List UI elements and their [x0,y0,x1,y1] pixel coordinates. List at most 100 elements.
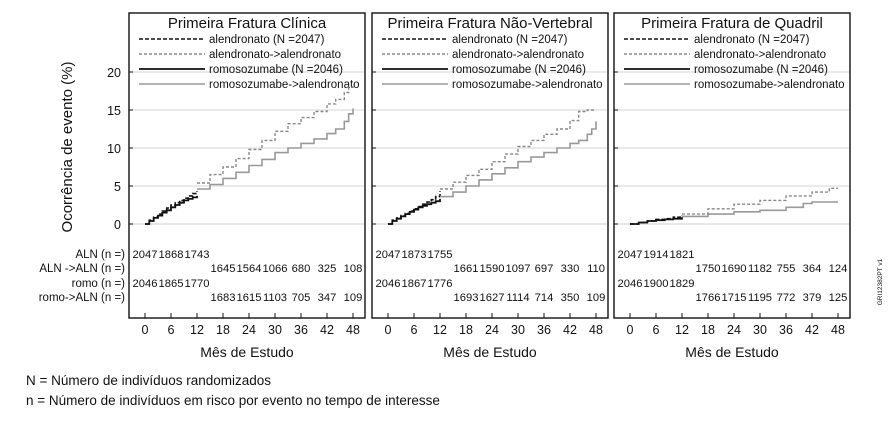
legend-label: romosozumabe (N =2046) [452,64,586,76]
risk-count: 1755 [428,249,453,261]
legend-label: alendronato->alendronato [452,49,584,61]
x-tick-label: 24 [242,323,256,337]
x-tick-label: 30 [753,323,767,337]
x-tick-label: 12 [190,323,204,337]
x-tick-label: 0 [385,323,392,337]
risk-count: 1564 [237,263,262,275]
risk-count: 1693 [454,292,479,304]
risk-count: 1195 [748,292,772,304]
panel-title: Primeira Fratura de Quadril [641,15,823,32]
risk-count: 2047 [618,249,643,261]
panel-frame [371,12,609,319]
risk-count: 697 [535,263,554,275]
risk-count: 680 [292,263,311,275]
x-tick-label: 48 [589,323,603,337]
series-line-alnaln [197,85,354,184]
risk-count: 2047 [133,249,158,261]
risk-row-label: romo (n =) [72,278,126,290]
x-tick-label: 36 [537,323,551,337]
risk-count: 110 [587,263,605,275]
x-tick-label: 42 [320,323,334,337]
legend-label: alendronato (N =2047) [209,34,325,46]
panel-title: Primeira Fratura Não-Vertebral [387,15,592,32]
x-tick-label: 12 [433,323,447,337]
series-line-romo [388,198,441,225]
risk-count: 109 [344,292,363,304]
x-tick-label: 30 [268,323,282,337]
risk-count: 1867 [402,278,427,290]
risk-count: 1615 [237,292,262,304]
risk-count: 772 [777,292,796,304]
risk-count: 1590 [480,263,505,275]
panel-frame [613,12,851,319]
risk-count: 1770 [185,278,210,290]
x-tick-label: 6 [168,323,175,337]
x-tick-label: 30 [511,323,525,337]
risk-count: 330 [561,263,580,275]
risk-count: 1766 [696,292,721,304]
risk-count: 325 [318,263,337,275]
x-tick-label: 6 [411,323,418,337]
legend-label: romosozumabe (N =2046) [209,64,343,76]
legend-label: romosozumabe->alendronato [694,79,845,91]
x-tick-label: 48 [346,323,360,337]
panel-frame [128,12,366,319]
x-axis-label: Mês de Estudo [685,344,779,360]
x-tick-label: 36 [294,323,308,337]
risk-count: 1066 [263,263,288,275]
figure-code: GRI12382PT v1 [877,258,884,305]
x-axis-label: Mês de Estudo [200,344,294,360]
chart-panel: 0 6 12 18 24 30 36 42 48 Mês de Estudo Primeira Fr… [128,12,366,360]
x-tick-label: 24 [485,323,499,337]
series-line-romo [145,195,198,225]
footnote-at-risk: n = Número de indivíduos em risco por ev… [26,393,440,408]
x-tick-label: 18 [701,323,715,337]
risk-count: 1750 [696,263,721,275]
risk-count: 1829 [670,278,695,290]
risk-count: 347 [318,292,337,304]
risk-count: 108 [344,263,363,275]
y-axis-label: Ocorrência de evento (%) [59,62,76,233]
x-tick-label: 0 [142,323,149,337]
legend-label: alendronato (N =2047) [452,34,568,46]
risk-count: 2046 [618,278,643,290]
x-tick-label: 18 [459,323,473,337]
risk-row-label: romo->ALN (n =) [39,292,125,304]
legend-label: alendronato->alendronato [209,49,341,61]
series-line-alnaln [682,187,838,215]
legend-label: alendronato (N =2047) [694,34,810,46]
risk-count: 1873 [402,249,427,261]
risk-count: 1690 [722,263,747,275]
risk-count: 2047 [376,249,401,261]
series-line-romoaln [682,201,838,218]
series-line-romoaln [197,108,354,190]
risk-count: 1715 [722,292,747,304]
risk-count: 2046 [133,278,158,290]
x-tick-label: 42 [805,323,819,337]
legend-label: romosozumabe->alendronato [209,79,360,91]
risk-count: 364 [803,263,822,275]
x-tick-label: 18 [216,323,230,337]
risk-count: 1645 [211,263,236,275]
risk-count: 1865 [159,278,184,290]
risk-count: 1743 [185,249,210,261]
risk-count: 1821 [670,249,695,261]
risk-count: 379 [803,292,822,304]
risk-count: 1661 [454,263,479,275]
risk-count: 755 [777,263,796,275]
risk-count: 1868 [159,249,184,261]
y-tick-label: 10 [107,142,121,156]
y-tick-label: 5 [114,180,121,194]
series-line-romoaln [440,121,597,198]
risk-count: 1683 [211,292,236,304]
series-line-aln [388,191,441,225]
risk-count: 1776 [428,278,453,290]
risk-count: 124 [829,263,848,275]
x-tick-label: 36 [779,323,793,337]
legend-label: alendronato->alendronato [694,49,826,61]
risk-count: 1097 [506,263,531,275]
footnote-randomized: N = Número de indivíduos randomizados [26,373,272,388]
risk-count: 125 [829,292,848,304]
risk-count: 1182 [748,263,772,275]
risk-count: 714 [535,292,554,304]
